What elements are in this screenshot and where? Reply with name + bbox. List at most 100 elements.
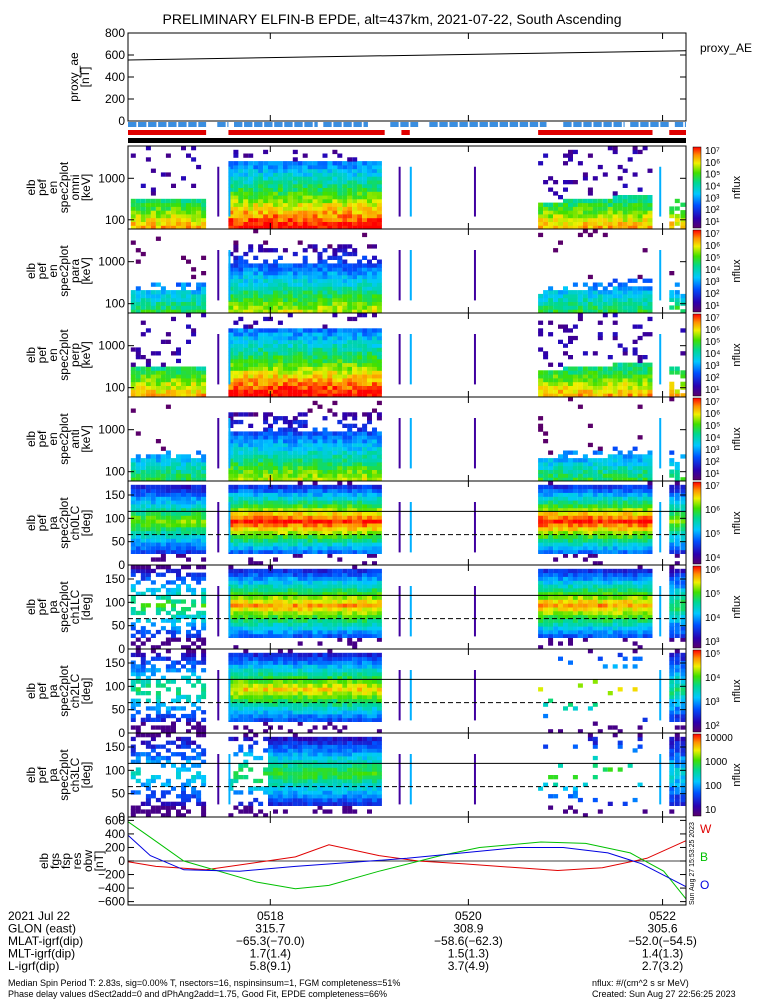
spectrogram-cell bbox=[263, 454, 269, 459]
spectrogram-cell bbox=[322, 343, 328, 348]
spectrogram-cell bbox=[248, 198, 254, 204]
spectrogram-cell bbox=[253, 496, 259, 501]
spectrogram-cell bbox=[582, 500, 588, 505]
spectrogram-cell bbox=[548, 500, 554, 505]
spectrogram-cell bbox=[233, 355, 239, 360]
spectrogram-cell bbox=[367, 191, 372, 196]
spectrogram-cell bbox=[268, 534, 273, 539]
spectrogram-cell bbox=[362, 301, 368, 306]
spectrogram-cell bbox=[312, 202, 318, 207]
spectrogram-cell bbox=[647, 278, 653, 283]
spectrogram-cell bbox=[327, 332, 333, 337]
spectrogram-cell bbox=[282, 161, 288, 166]
spectrogram-cell bbox=[228, 393, 234, 398]
spectrogram-cell bbox=[282, 180, 288, 185]
spectrogram-cell bbox=[357, 195, 363, 200]
spectrogram-cell bbox=[287, 503, 293, 509]
ylabel-line: proxy_ae bbox=[67, 52, 81, 102]
spectrogram-cell bbox=[352, 183, 358, 188]
spectrogram-cell bbox=[165, 477, 171, 482]
spectrogram-cell bbox=[307, 500, 313, 505]
spectrogram-cell bbox=[342, 389, 348, 394]
spectrogram-cell bbox=[243, 332, 249, 337]
spectrogram-cell bbox=[253, 545, 259, 551]
spectrogram-cell bbox=[327, 553, 333, 558]
spectrogram-cell bbox=[233, 221, 239, 226]
spectrogram-cell bbox=[292, 496, 298, 501]
spectrogram-cell bbox=[642, 385, 648, 390]
spectrogram-cell bbox=[322, 217, 328, 222]
spectrogram-cell bbox=[352, 305, 358, 310]
spectrogram-cell bbox=[181, 458, 186, 463]
spectrogram-cell bbox=[337, 362, 343, 367]
spectrogram-cell bbox=[243, 500, 249, 505]
spectrogram-cell bbox=[587, 484, 593, 490]
spectrogram-cell bbox=[186, 477, 191, 482]
spectrogram-cell bbox=[376, 542, 382, 547]
spectrogram-cell bbox=[568, 492, 573, 497]
spectrogram-cell bbox=[297, 442, 303, 448]
spectrogram-cell bbox=[282, 492, 288, 497]
spectrogram-cell bbox=[376, 164, 382, 170]
spectrogram-cell bbox=[196, 519, 202, 524]
spectrogram-cell bbox=[553, 370, 559, 375]
spectrogram-cell bbox=[307, 511, 313, 516]
spectrogram-cell bbox=[347, 225, 353, 230]
spectrogram-cell bbox=[312, 534, 318, 539]
spectrogram-cell bbox=[612, 526, 618, 532]
spectrogram-cell bbox=[243, 511, 249, 516]
spectrogram-cell bbox=[171, 477, 176, 482]
spectrogram-cell bbox=[587, 442, 593, 448]
spectrogram-cell bbox=[538, 461, 544, 467]
spectrogram-cell bbox=[632, 389, 638, 394]
spectrogram-cell bbox=[228, 172, 234, 177]
spectrogram-cell bbox=[196, 374, 202, 379]
spectrogram-cell bbox=[587, 458, 593, 463]
spectrogram-cell bbox=[145, 549, 151, 554]
spectrogram-cell bbox=[543, 393, 549, 398]
spectrogram-cell bbox=[637, 496, 643, 501]
spectrogram-cell bbox=[376, 161, 382, 166]
spectrogram-cell bbox=[233, 526, 239, 532]
spectrogram-cell bbox=[228, 335, 234, 341]
spectrogram-cell bbox=[307, 221, 313, 226]
spectrogram-cell bbox=[632, 172, 638, 177]
spectrogram-cell bbox=[322, 339, 328, 344]
spectrogram-cell bbox=[263, 538, 269, 543]
spectrogram-cell bbox=[332, 492, 338, 497]
spectrogram-cell bbox=[273, 309, 278, 314]
spectrogram-cell bbox=[553, 549, 559, 554]
spectrogram-cell bbox=[135, 221, 141, 226]
spectrogram-cell bbox=[568, 225, 573, 230]
spectrogram-cell bbox=[622, 198, 628, 204]
spectrogram-cell bbox=[607, 301, 613, 306]
spectrogram-cell bbox=[317, 202, 323, 207]
spectrogram-cell bbox=[337, 515, 343, 520]
spectrogram-cell bbox=[307, 355, 313, 360]
spectrogram-cell bbox=[637, 202, 643, 207]
spectrogram-cell bbox=[307, 335, 313, 341]
spectrogram-cell bbox=[155, 236, 161, 241]
spectrogram-cell bbox=[145, 458, 151, 463]
spectrogram-cell bbox=[332, 446, 338, 451]
spectrogram-cell bbox=[647, 202, 653, 207]
spectrogram-cell bbox=[362, 180, 368, 185]
stripe-mark bbox=[217, 166, 220, 217]
spectrogram-cell bbox=[302, 507, 308, 512]
spectrogram-cell bbox=[307, 282, 313, 287]
spectrogram-cell bbox=[602, 301, 608, 306]
spectrogram-cell bbox=[273, 500, 278, 505]
spectrogram-cell bbox=[322, 511, 328, 516]
spectrogram-cell bbox=[372, 305, 377, 310]
spectrogram-cell bbox=[165, 377, 171, 383]
spectrogram-cell bbox=[647, 496, 653, 501]
science-zone-mark bbox=[244, 122, 253, 127]
spectrogram-cell bbox=[302, 213, 308, 219]
spectrogram-cell bbox=[292, 419, 298, 425]
spectrogram-cell bbox=[135, 488, 141, 493]
spectrogram-cell bbox=[248, 530, 254, 535]
spectrogram-cell bbox=[307, 526, 313, 532]
spectrogram-cell bbox=[181, 526, 186, 532]
science-zone-mark bbox=[198, 122, 207, 127]
spectrogram-cell bbox=[372, 381, 377, 386]
